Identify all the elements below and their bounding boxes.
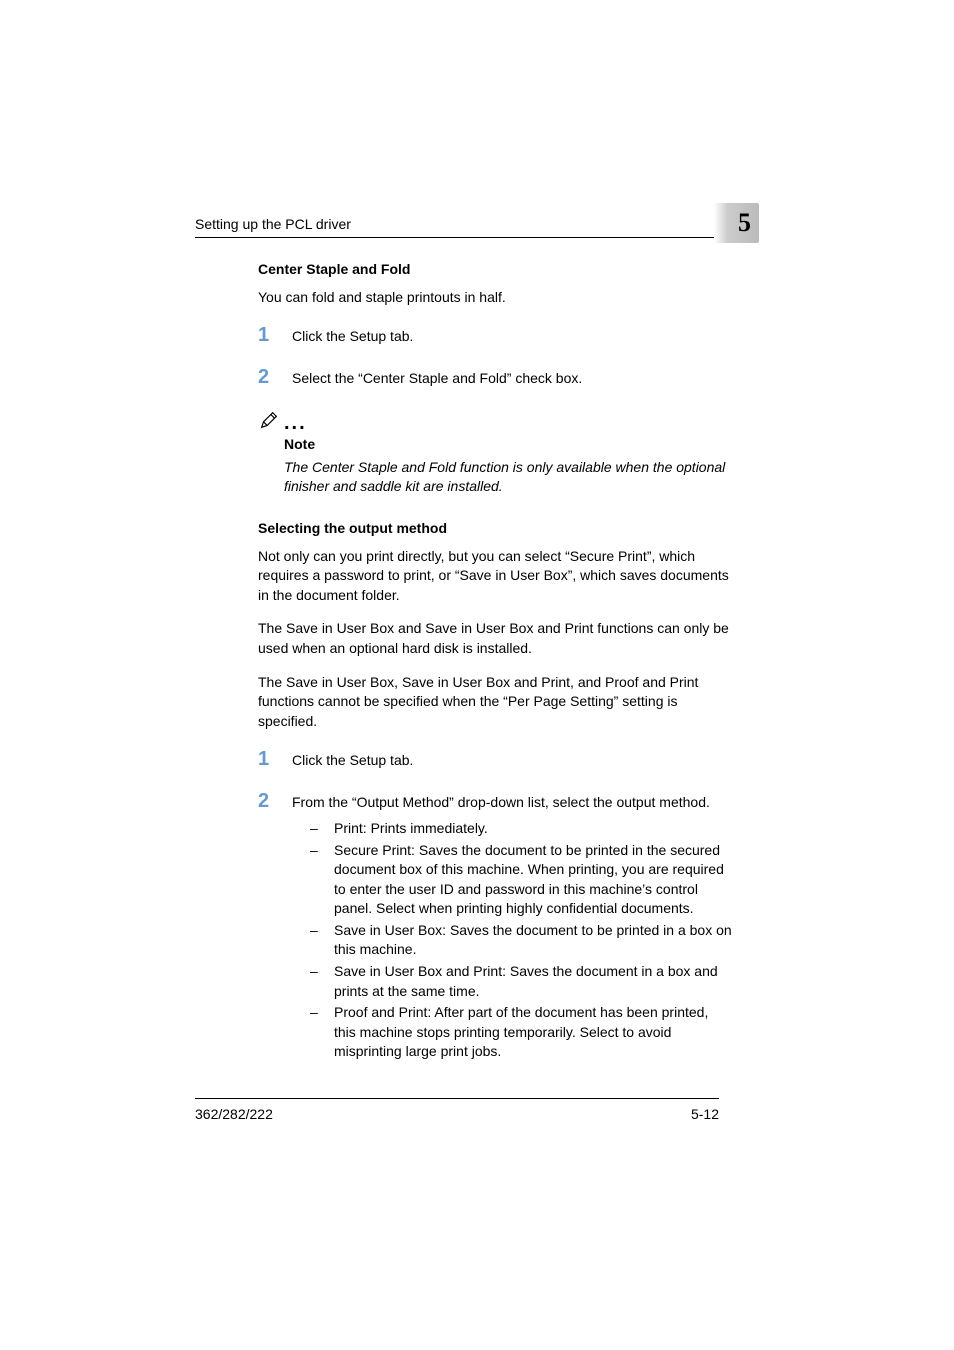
dash-bullet: – — [310, 819, 320, 839]
section1-intro: You can fold and staple printouts in hal… — [258, 288, 733, 308]
list-item: – Proof and Print: After part of the doc… — [310, 1003, 733, 1062]
step-row: 1 Click the Setup tab. — [258, 745, 733, 773]
dash-bullet: – — [310, 962, 320, 1001]
list-item-text: Save in User Box and Print: Saves the do… — [334, 962, 733, 1001]
list-item: – Save in User Box: Saves the document t… — [310, 921, 733, 960]
step-number: 1 — [258, 321, 274, 349]
step-number: 2 — [258, 787, 274, 815]
list-item: – Secure Print: Saves the document to be… — [310, 841, 733, 919]
section2-p2: The Save in User Box and Save in User Bo… — [258, 619, 733, 658]
document-page: Setting up the PCL driver 5 Center Stapl… — [0, 0, 954, 1350]
list-item: – Print: Prints immediately. — [310, 819, 733, 839]
chapter-badge: 5 — [714, 203, 759, 243]
list-item-text: Save in User Box: Saves the document to … — [334, 921, 733, 960]
header-title: Setting up the PCL driver — [195, 215, 351, 235]
section2-p1: Not only can you print directly, but you… — [258, 547, 733, 606]
note-icon-row: ... — [258, 409, 733, 431]
note-pencil-icon — [258, 409, 280, 431]
list-item-text: Secure Print: Saves the document to be p… — [334, 841, 733, 919]
page-footer: 362/282/222 5-12 — [195, 1098, 719, 1125]
footer-left: 362/282/222 — [195, 1105, 273, 1125]
page-content: Center Staple and Fold You can fold and … — [258, 260, 733, 1070]
section-title-2: Selecting the output method — [258, 519, 733, 539]
step-row: 1 Click the Setup tab. — [258, 321, 733, 349]
note-label: Note — [284, 435, 733, 455]
step-text: Select the “Center Staple and Fold” chec… — [292, 369, 733, 389]
dash-bullet: – — [310, 841, 320, 919]
footer-right: 5-12 — [691, 1105, 719, 1125]
step-text: Click the Setup tab. — [292, 751, 733, 771]
step-number: 1 — [258, 745, 274, 773]
list-item: – Save in User Box and Print: Saves the … — [310, 962, 733, 1001]
output-method-list: – Print: Prints immediately. – Secure Pr… — [310, 819, 733, 1062]
step-number: 2 — [258, 363, 274, 391]
list-item-text: Print: Prints immediately. — [334, 819, 488, 839]
step-row: 2 Select the “Center Staple and Fold” ch… — [258, 363, 733, 391]
step-text: From the “Output Method” drop-down list,… — [292, 794, 710, 810]
dash-bullet: – — [310, 1003, 320, 1062]
step-text: Click the Setup tab. — [292, 327, 733, 347]
list-item-text: Proof and Print: After part of the docum… — [334, 1003, 733, 1062]
section2-p3: The Save in User Box, Save in User Box a… — [258, 673, 733, 732]
dash-bullet: – — [310, 921, 320, 960]
note-block: ... Note The Center Staple and Fold func… — [258, 409, 733, 497]
step-row: 2 From the “Output Method” drop-down lis… — [258, 787, 733, 1064]
note-text: The Center Staple and Fold function is o… — [284, 458, 733, 497]
page-header: Setting up the PCL driver 5 — [195, 215, 739, 238]
note-dots: ... — [284, 417, 307, 431]
chapter-number: 5 — [738, 208, 751, 237]
section-title-1: Center Staple and Fold — [258, 260, 733, 280]
